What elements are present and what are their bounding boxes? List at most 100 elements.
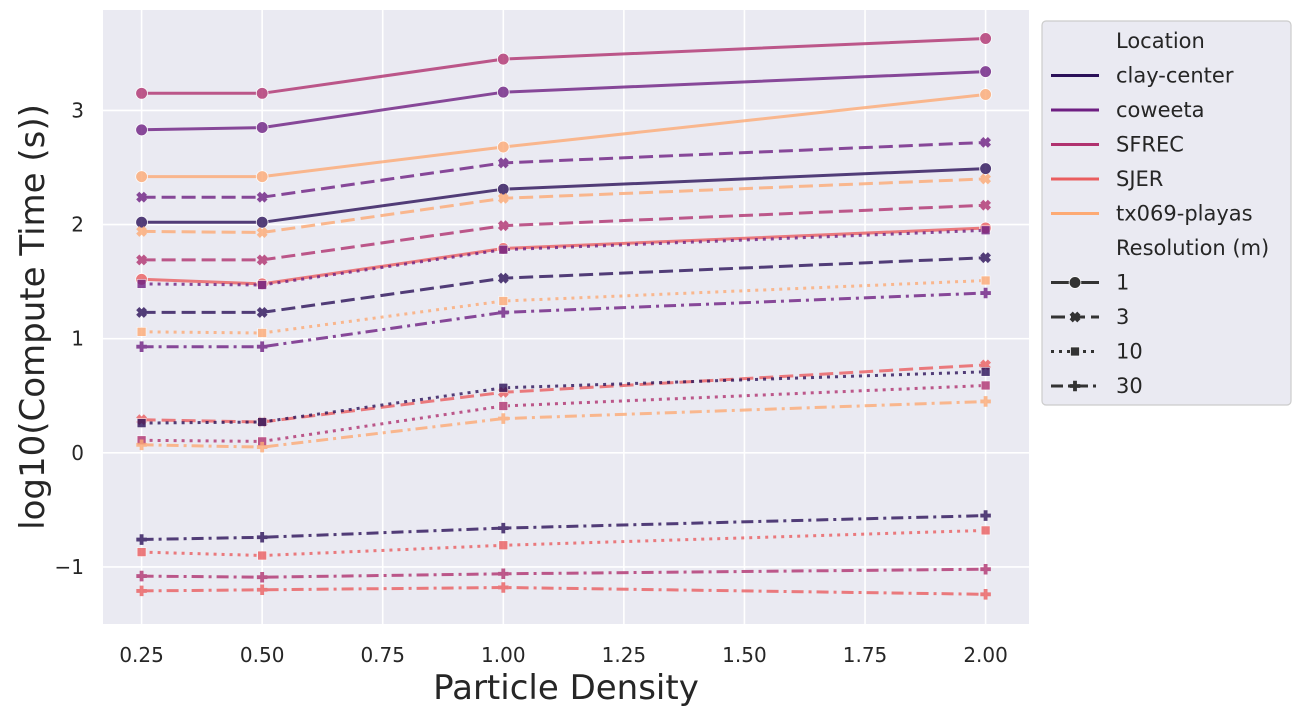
data-point [498, 296, 509, 306]
series-SFREC-res-1 [135, 32, 992, 100]
data-point [979, 32, 992, 45]
legend-marker-res-3 [1069, 311, 1081, 323]
y-tick-label: −1 [55, 555, 84, 579]
series-tx069-playas-res-10 [136, 275, 991, 338]
data-point [255, 215, 269, 229]
data-point [136, 307, 148, 318]
legend: Location clay-center coweeta SFREC SJER tx069… [1041, 20, 1292, 406]
series-line [141, 384, 986, 443]
data-point [979, 162, 992, 175]
series-line [141, 291, 986, 349]
x-tick-label: 0.75 [360, 643, 405, 667]
data-point [255, 87, 269, 100]
data-point [135, 215, 148, 229]
legend-label-res-3: 3 [1116, 305, 1129, 329]
series-tx069-playas-res-1 [135, 88, 992, 183]
series-line [141, 70, 986, 132]
data-point [257, 328, 267, 338]
series-line [141, 279, 986, 335]
data-point [979, 65, 992, 78]
data-point [980, 510, 991, 521]
series-line [141, 586, 986, 596]
x-tick-label: 1.75 [843, 643, 888, 667]
legend-label-tx069-playas: tx069-playas [1116, 202, 1253, 226]
data-point [256, 571, 268, 583]
x-tick-label: 2.00 [963, 643, 1008, 667]
data-point [256, 341, 268, 352]
legend-label-SJER: SJER [1116, 167, 1163, 191]
data-point [136, 439, 147, 451]
data-point [136, 585, 147, 597]
data-point [255, 170, 269, 183]
series-layer [135, 32, 992, 600]
series-line [141, 370, 986, 425]
data-point [498, 401, 509, 411]
series-line [141, 167, 986, 224]
data-point [135, 170, 148, 183]
data-point [497, 192, 509, 204]
data-point [256, 254, 268, 266]
data-point [256, 584, 268, 596]
data-point [497, 52, 510, 66]
legend-label-res-1: 1 [1116, 271, 1129, 295]
data-point [980, 525, 991, 536]
series-line [141, 140, 986, 199]
data-point [980, 287, 991, 299]
data-point [136, 341, 147, 352]
series-SFREC-res-30 [136, 563, 991, 583]
legend-title-resolution: Resolution (m) [1116, 236, 1269, 260]
legend-frame [1041, 20, 1292, 406]
data-point [257, 417, 267, 427]
series-line [141, 256, 986, 314]
series-line [141, 203, 986, 262]
data-point [135, 123, 148, 137]
legend-marker-res-10 [1070, 346, 1080, 357]
data-point [135, 87, 148, 100]
data-point [498, 540, 509, 551]
legend-title-location: Location [1116, 29, 1205, 53]
plot-area [103, 10, 1029, 624]
data-point [136, 547, 147, 557]
x-tick-label: 1.00 [481, 643, 526, 667]
data-point [136, 570, 147, 582]
series-line [141, 567, 986, 579]
data-point [256, 441, 268, 453]
y-axis-label: log10(Compute Time (s)) [13, 104, 53, 530]
data-point [136, 225, 148, 237]
series-clay-center-res-10 [136, 367, 991, 428]
legend-label-clay-center: clay-center [1116, 64, 1234, 88]
data-point [497, 157, 509, 169]
data-point [498, 582, 509, 593]
data-point [255, 121, 269, 134]
data-point [136, 279, 147, 289]
legend-marker-res-1 [1068, 276, 1082, 289]
series-line [141, 37, 986, 95]
data-point [136, 191, 148, 203]
series-clay-center-res-30 [136, 510, 991, 545]
series-line [141, 514, 986, 541]
data-point [980, 589, 991, 600]
data-point [498, 413, 509, 424]
y-tick-label: 1 [71, 327, 84, 351]
data-point [980, 367, 991, 377]
x-axis-ticks: 0.25 0.50 0.75 1.00 1.25 1.50 1.75 2.00 [119, 643, 1008, 667]
data-point [979, 88, 992, 101]
data-point [256, 307, 268, 318]
series-coweeta-res-1 [135, 65, 992, 137]
data-point [498, 244, 509, 255]
x-tick-label: 0.50 [240, 643, 285, 667]
data-point [980, 225, 991, 236]
y-tick-label: 2 [71, 213, 84, 237]
series-clay-center-res-1 [135, 162, 992, 229]
data-point [257, 550, 267, 561]
data-point [497, 182, 510, 196]
series-line [141, 177, 986, 234]
legend-label-res-30: 30 [1116, 374, 1143, 398]
series-line [141, 363, 986, 424]
data-point [136, 534, 147, 545]
x-axis-label: Particle Density [433, 668, 699, 708]
data-point [256, 191, 268, 203]
series-coweeta-res-30 [136, 287, 991, 352]
series-line [141, 528, 986, 557]
series-SJER-res-10 [136, 525, 991, 561]
